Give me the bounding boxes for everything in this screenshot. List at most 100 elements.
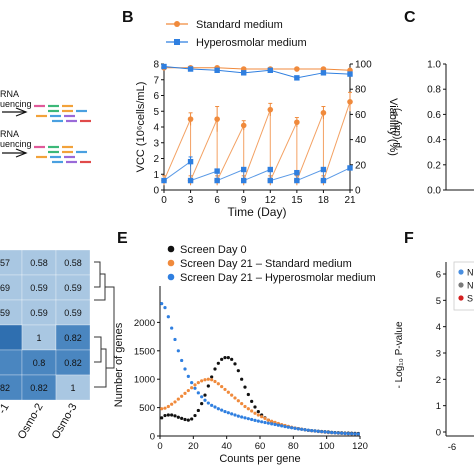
panel-e-point-2 [186, 374, 190, 378]
heatmap-cell [21, 299, 57, 326]
panel-e-point-2 [246, 417, 250, 421]
panel-e-point-1 [260, 415, 264, 419]
panel-e-point-2 [253, 418, 257, 422]
panel-b-viability-point [294, 66, 300, 72]
panel-e-point-2 [313, 429, 317, 433]
panel-e-axes: 0 20 40 60 80 100 120 0 500 1000 1500 2000 Counts pe… [113, 286, 368, 465]
heatmap-cell-label: 1 [70, 383, 75, 393]
panel-d: 57 0.58 0.58 69 0.59 0.59 59 0.59 0.59 1 0.82 0.8 0.… [0, 249, 115, 442]
panel-e-point-2 [273, 422, 277, 427]
panel-c-y-tick-label: 0.6 [427, 110, 441, 121]
heatmap-cell [55, 249, 91, 276]
panel-e-point-2 [166, 315, 170, 319]
panel-e-point-2 [183, 367, 187, 371]
panel-e-point-2 [163, 306, 167, 310]
panel-b-y2-tick-label: 80 [355, 85, 367, 96]
heatmap-cell [55, 349, 91, 376]
panel-e-data [160, 302, 360, 436]
panel-e-point-1 [233, 396, 237, 400]
panel-b-vcc-point [187, 177, 194, 184]
panel-e-point-2 [226, 411, 230, 415]
heatmap-cell-label: 82 [0, 383, 10, 393]
panel-e-point-2 [340, 431, 344, 435]
panel-a-reads-group-1 [34, 104, 91, 123]
panel-e-point-2 [296, 427, 300, 431]
heatmap-x-label: -1 [0, 402, 12, 416]
panel-e-point-1 [266, 418, 270, 422]
panel-b-y2label: Viability (%) [387, 98, 399, 156]
panel-e-point-1 [216, 382, 220, 386]
panel-c-y-tick-label: 0.4 [427, 135, 441, 146]
panel-b-y-tick-label: 8 [153, 60, 159, 71]
panel-b-y-tick-label: 5 [153, 107, 159, 118]
panel-e-point-0 [236, 369, 240, 373]
panel-e-point-2 [353, 432, 357, 436]
panel-b-y-tick-label: 0 [153, 186, 159, 197]
panel-b-viability-point [214, 67, 220, 73]
panel-e-legend: Screen Day 0 Screen Day 21 – Standard med… [167, 244, 376, 284]
panel-c: C μ (day⁻¹) 0.0 0.2 0.4 0.6 0.8 1.0 [392, 9, 474, 197]
panel-e-point-0 [253, 405, 257, 409]
panel-e-point-2 [283, 424, 287, 429]
panel-e-point-1 [250, 409, 254, 413]
panel-e-point-2 [220, 408, 224, 412]
panel-b-vcc-point [294, 169, 300, 176]
panel-e-point-1 [170, 402, 174, 406]
panel-e-point-1 [186, 388, 190, 393]
panel-e-point-0 [206, 384, 210, 388]
panel-b-vcc-point [241, 166, 247, 173]
panel-e-legend-label: Screen Day 0 [180, 244, 247, 256]
heatmap-cell [21, 324, 57, 351]
panel-b-vcc-point [347, 165, 353, 171]
panel-e-point-2 [280, 424, 284, 428]
panel-b-vcc-line-0 [163, 101, 351, 181]
panel-e-point-2 [216, 407, 220, 411]
panel-e-point-2 [223, 409, 227, 414]
panel-e-x-tick-label: 0 [157, 441, 162, 452]
panel-e-point-0 [230, 357, 234, 361]
panel-f-y-tick-label: 2 [436, 375, 441, 386]
panel-e-x-tick-label: 120 [352, 441, 368, 452]
panel-e-point-2 [170, 326, 174, 330]
panel-b-viability-point [267, 67, 273, 73]
panel-e-point-2 [270, 422, 274, 426]
panel-b-x-tick-label: 6 [214, 195, 220, 206]
panel-a-arrow-2-head [15, 148, 28, 158]
panel-e-point-1 [183, 391, 187, 395]
panel-f-legend-label: S [467, 294, 473, 304]
panel-e-y-tick-label: 500 [139, 403, 155, 414]
dendrogram-branch [94, 348, 107, 388]
panel-b-legend: Standard medium Hyperosmolar medium [166, 19, 307, 49]
panel-b-vcc-point [347, 99, 353, 105]
panel-e-point-1 [253, 411, 257, 415]
panel-b-viability-point [241, 70, 247, 76]
panel-e-point-2 [236, 414, 240, 418]
panel-e-point-1 [200, 379, 204, 383]
panel-e-point-2 [206, 401, 210, 405]
panel-b-legend-marker [174, 39, 180, 45]
panel-c-y-tick-label: 0.8 [427, 85, 441, 96]
panel-b-x-tick-label: 21 [344, 195, 356, 206]
panel-b-vcc-point [161, 177, 167, 184]
panel-d-xlabels: -1 Osmo-2 Osmo-3 [0, 402, 80, 442]
panel-f-legend-label: N [467, 281, 474, 291]
panel-b-y-tick-label: 7 [153, 75, 159, 86]
heatmap-cell [55, 299, 91, 326]
panel-b-vcc-point [320, 166, 327, 173]
panel-b-y2-tick-label: 40 [355, 135, 367, 146]
dendrogram-branch [105, 286, 115, 369]
panel-f-y-tick-label: 0 [436, 428, 441, 439]
panel-letter-c: C [404, 9, 416, 26]
panel-e-point-1 [206, 377, 210, 381]
panel-b-viability-point [161, 63, 167, 70]
heatmap-cell [55, 324, 91, 351]
panel-b-y2-tick-label: 100 [355, 60, 372, 71]
panel-e-point-1 [223, 387, 227, 392]
heatmap-cell-label: 0.58 [30, 258, 48, 268]
heatmap-cell-label: 0.8 [33, 358, 46, 368]
panel-a-reads-group-2 [34, 145, 91, 164]
heatmap-x-label: Osmo-3 [50, 402, 80, 442]
panel-e-y-tick-label: 1000 [134, 375, 155, 386]
panel-b-vcc-point [320, 177, 327, 184]
